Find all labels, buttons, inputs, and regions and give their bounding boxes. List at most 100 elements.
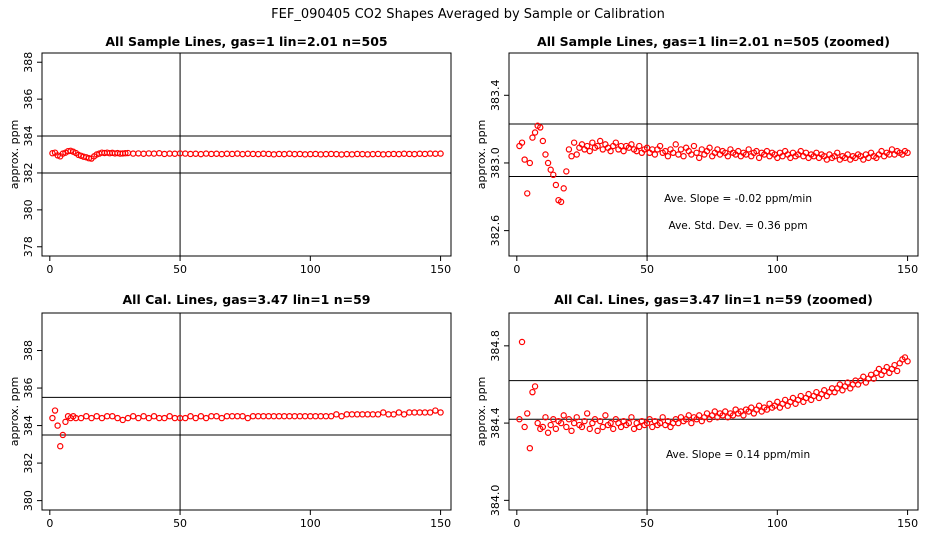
data-point <box>197 412 205 420</box>
data-point <box>860 373 867 380</box>
data-point <box>774 398 781 406</box>
data-point <box>516 416 523 423</box>
y-axis-label: approx. ppm <box>475 377 488 447</box>
y-tick-label: 386 <box>22 378 35 399</box>
y-tick-label: 382 <box>22 162 35 183</box>
data-point <box>327 412 335 420</box>
data-point <box>114 414 121 422</box>
data-point <box>628 141 635 148</box>
panel-cal-lines-zoomed: All Cal. Lines, gas=3.47 lin=1 n=59 (zoo… <box>475 292 919 530</box>
data-point <box>594 142 601 150</box>
y-tick-label: 384.8 <box>489 330 502 362</box>
data-point <box>122 150 129 157</box>
x-tick-label: 150 <box>430 517 451 530</box>
y-tick-label: 378 <box>22 236 35 257</box>
data-point <box>109 412 116 420</box>
data-point <box>583 142 591 150</box>
data-point <box>531 383 539 390</box>
annotation-text: Ave. Slope = -0.02 ppm/min <box>664 193 812 205</box>
data-point <box>518 338 526 346</box>
data-point <box>675 419 682 427</box>
data-point <box>140 412 147 420</box>
data-point <box>192 414 199 422</box>
data-point <box>607 147 614 155</box>
data-point <box>59 431 67 439</box>
data-point <box>390 411 397 418</box>
data-point <box>547 421 554 429</box>
data-point <box>437 409 444 416</box>
panel-title: All Sample Lines, gas=1 lin=2.01 n=505 <box>105 34 387 49</box>
data-point <box>904 149 911 157</box>
data-point <box>150 412 158 420</box>
data-point <box>620 147 627 155</box>
data-point <box>380 409 387 416</box>
data-point <box>740 412 747 419</box>
plot-frame <box>41 312 452 511</box>
data-point <box>557 419 565 427</box>
data-point <box>602 412 609 419</box>
data-point <box>570 139 578 146</box>
data-point <box>395 409 403 416</box>
data-point <box>124 414 132 422</box>
data-point <box>573 151 580 158</box>
data-point <box>518 139 526 146</box>
data-point <box>526 159 534 167</box>
data-point <box>711 408 719 415</box>
panel-title: All Cal. Lines, gas=3.47 lin=1 n=59 (zoo… <box>554 292 873 307</box>
data-point <box>610 425 617 433</box>
data-point <box>729 412 737 419</box>
data-point <box>563 168 570 175</box>
data-point <box>570 419 578 427</box>
data-point <box>813 388 820 396</box>
data-point <box>646 416 653 423</box>
data-point <box>844 379 851 386</box>
data-point <box>526 444 534 452</box>
x-tick-label: 100 <box>767 517 788 530</box>
y-tick-label: 386 <box>22 89 35 110</box>
data-point <box>62 418 69 426</box>
x-tick-label: 50 <box>640 263 654 276</box>
data-point <box>437 150 444 157</box>
data-point <box>98 414 106 422</box>
y-axis-label: approx. ppm <box>475 120 488 190</box>
y-tick-label: 388 <box>22 340 35 361</box>
data-point <box>542 151 549 158</box>
data-point <box>560 185 567 192</box>
x-tick-label: 0 <box>46 263 53 276</box>
data-point <box>672 141 679 148</box>
data-point <box>755 154 763 162</box>
data-point <box>119 416 126 424</box>
y-tick-label: 383.4 <box>489 80 502 112</box>
data-point <box>542 414 549 421</box>
data-point <box>664 152 672 160</box>
data-point <box>218 414 225 422</box>
data-point <box>628 414 635 421</box>
data-point <box>77 414 85 422</box>
data-point <box>521 156 528 163</box>
panel-title: All Cal. Lines, gas=3.47 lin=1 n=59 <box>122 292 370 307</box>
data-point <box>565 146 573 153</box>
data-point <box>781 396 789 404</box>
data-point <box>596 137 604 145</box>
data-point <box>630 425 638 433</box>
data-point <box>724 152 732 160</box>
data-point <box>695 154 703 162</box>
data-point <box>552 181 560 189</box>
x-tick-label: 50 <box>173 517 187 530</box>
data-point <box>145 414 153 422</box>
data-point <box>893 367 901 375</box>
y-tick-label: 382.6 <box>489 215 502 247</box>
data-point <box>552 425 560 433</box>
data-point <box>182 414 189 422</box>
data-point <box>875 365 883 373</box>
panel-sample-lines: All Sample Lines, gas=1 lin=2.01 n=505 0… <box>8 34 452 276</box>
data-point <box>693 149 700 157</box>
data-point <box>578 423 586 431</box>
data-point <box>625 419 633 427</box>
data-point <box>688 419 695 427</box>
y-axis-label: approx. ppm <box>8 120 21 190</box>
data-point <box>755 402 763 409</box>
data-point <box>54 422 61 429</box>
data-point <box>664 417 672 425</box>
